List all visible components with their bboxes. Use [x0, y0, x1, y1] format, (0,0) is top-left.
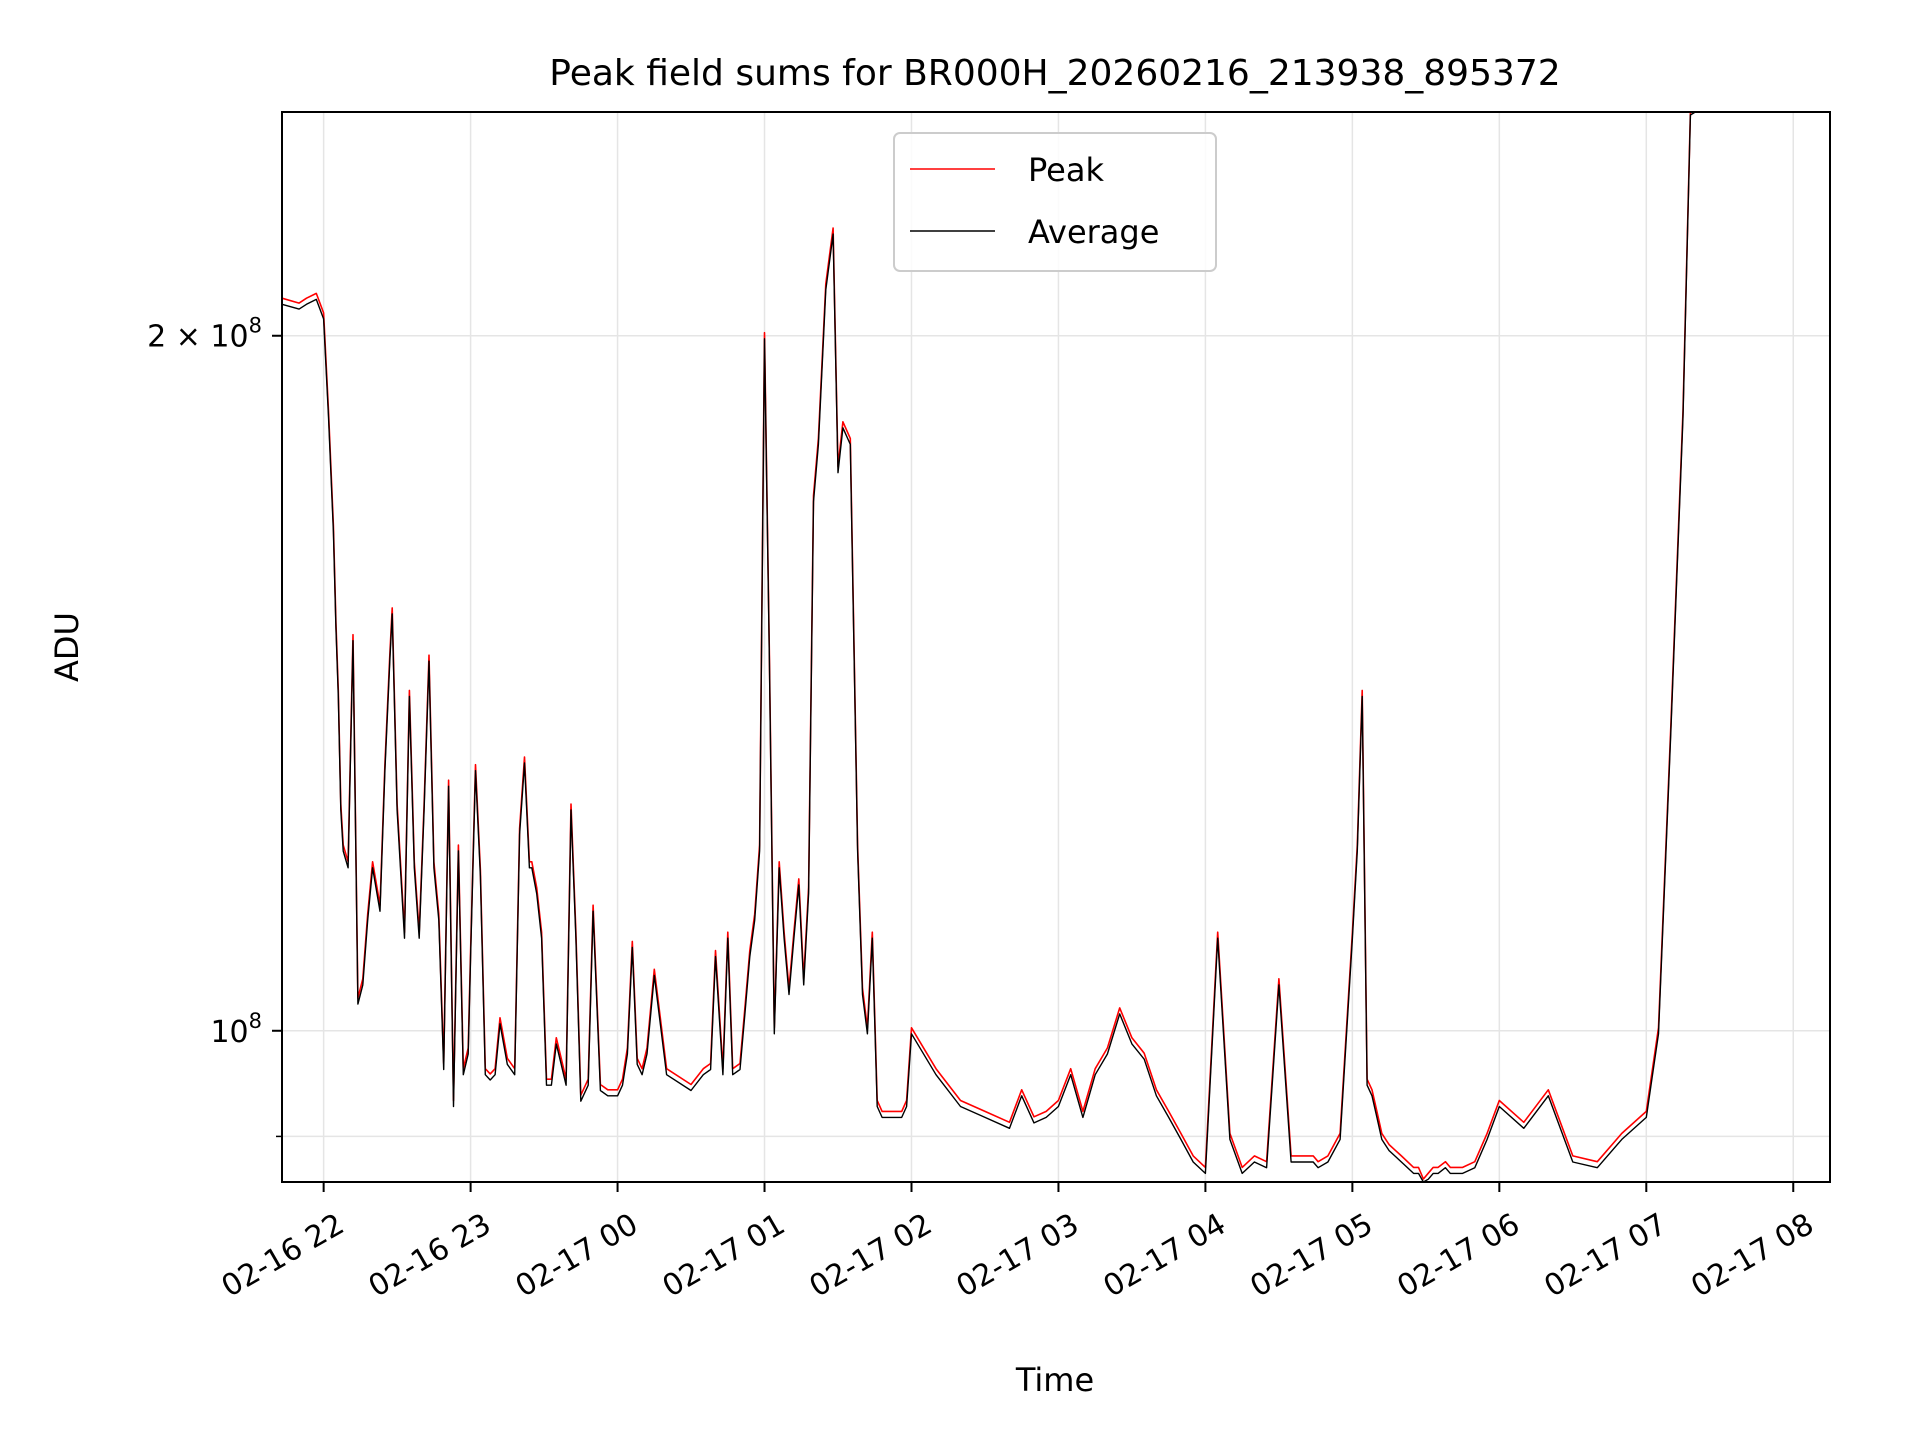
legend-label-average: Average — [1028, 213, 1159, 251]
y-axis-label: ADU — [48, 612, 86, 682]
series-line-average — [281, 111, 1696, 1183]
grid-lines — [282, 112, 1830, 1182]
chart-title: Peak field sums for BR000H_20260216_2139… — [549, 53, 1560, 94]
legend-box — [893, 132, 1217, 272]
x-axis-label: Time — [1015, 1361, 1094, 1399]
plot-frame — [281, 111, 1831, 1183]
y-tick-label: 2 × 108 — [147, 314, 262, 355]
series-average — [281, 111, 1696, 1183]
legend-label-peak: Peak — [1028, 151, 1104, 189]
legend: Peak Average — [893, 132, 1217, 272]
